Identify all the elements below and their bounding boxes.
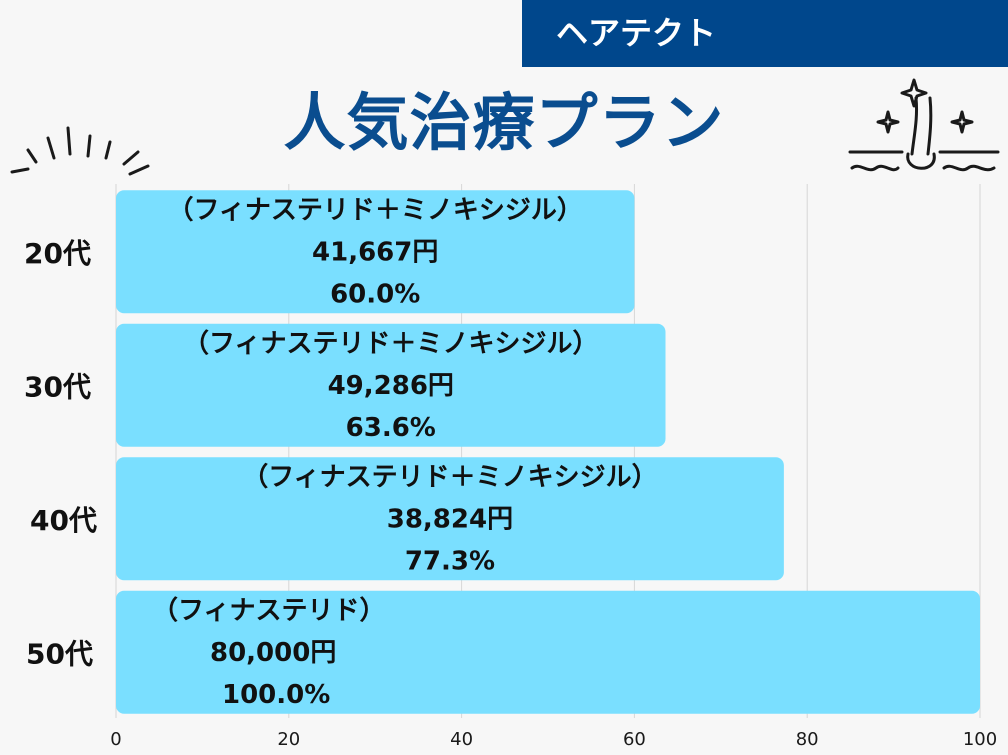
brand-banner: ヘアテクト: [522, 0, 1008, 67]
x-tick-label: 0: [110, 729, 121, 750]
x-tick-label: 40: [450, 729, 473, 750]
bar: [116, 590, 980, 714]
bar-plan-label: （フィナステリド＋ミノキシジル）: [183, 329, 598, 359]
category-label: 30代: [24, 370, 91, 403]
bar-price-label: 49,286円: [328, 371, 454, 401]
x-tick-label: 20: [277, 729, 300, 750]
bar-percent-label: 100.0%: [222, 680, 330, 710]
page-title: 人気治療プラン: [283, 86, 725, 159]
brand-name: ヘアテクト: [556, 14, 717, 52]
x-tick-label: 80: [796, 729, 819, 750]
bar-percent-label: 63.6%: [346, 413, 436, 443]
bar: [116, 457, 784, 581]
sparkle-rays-icon: [10, 126, 150, 176]
hair-follicle-sparkle-icon: [848, 78, 1000, 172]
bar: [116, 190, 635, 314]
bar-percent-label: 77.3%: [405, 546, 495, 576]
bar: [116, 323, 666, 447]
category-label: 20代: [24, 237, 91, 270]
bar-plan-label: （フィナステリド）: [152, 596, 385, 626]
bar-price-label: 38,824円: [387, 504, 513, 534]
bar-price-label: 41,667円: [312, 237, 438, 267]
bar-percent-label: 60.0%: [330, 279, 420, 309]
bar-price-label: 80,000円: [210, 638, 336, 668]
category-label: 40代: [30, 504, 97, 537]
category-label: 50代: [26, 637, 93, 670]
bar-plan-label: （フィナステリド＋ミノキシジル）: [242, 462, 657, 492]
bar-plan-label: （フィナステリド＋ミノキシジル）: [167, 195, 582, 225]
x-tick-label: 60: [623, 729, 646, 750]
x-tick-label: 100: [963, 729, 997, 750]
